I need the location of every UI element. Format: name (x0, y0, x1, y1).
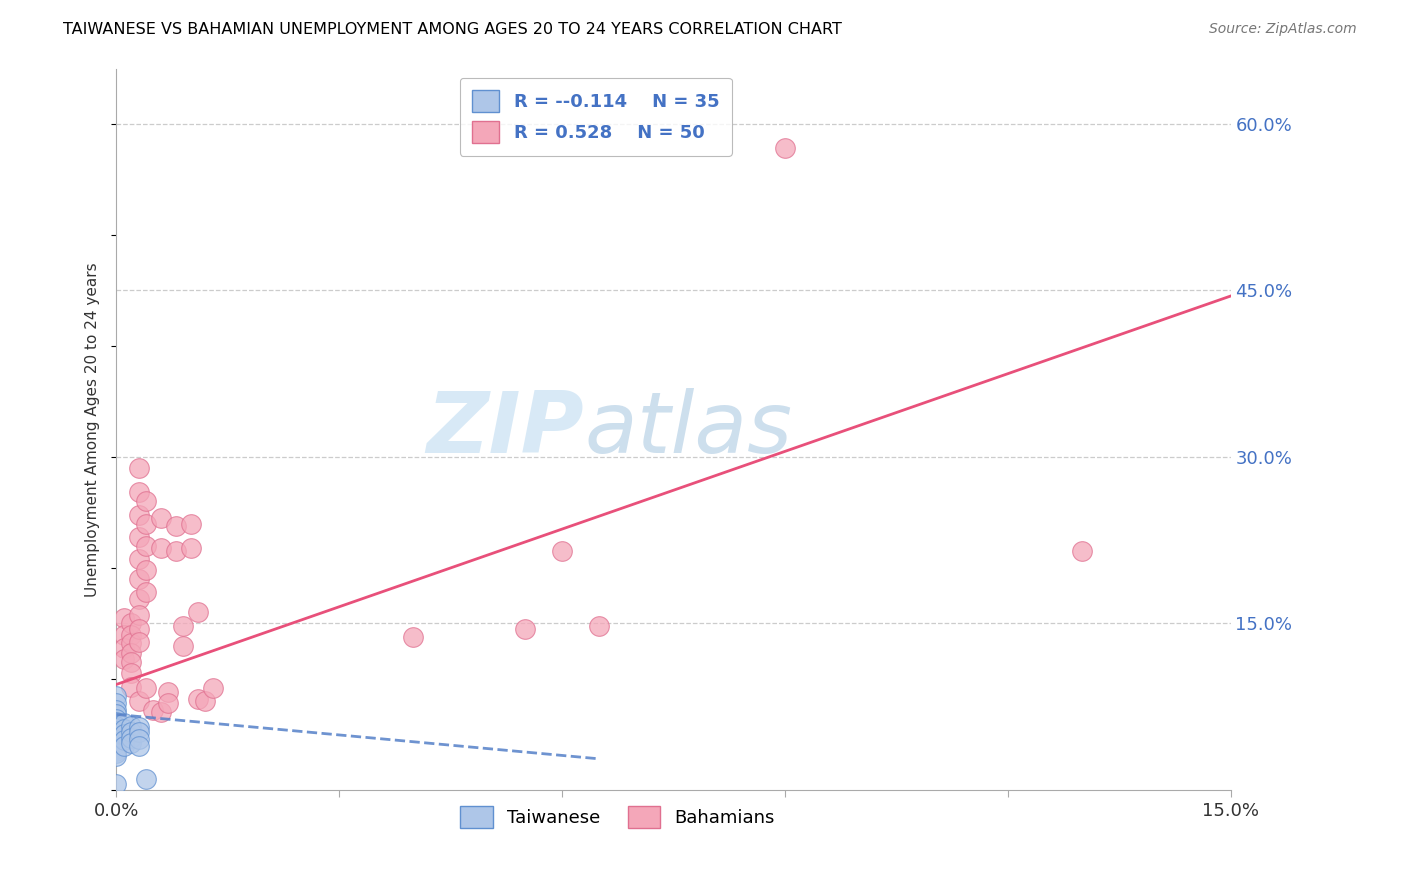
Point (172, 639, 194, 653)
Point (120, 731, 142, 745)
Point (120, 725, 142, 739)
Point (172, 618, 194, 632)
Point (165, 518, 187, 533)
Point (105, 739, 128, 754)
Point (149, 511, 172, 525)
Point (201, 681, 224, 695)
Point (105, 715, 128, 730)
Point (105, 721, 128, 735)
Point (120, 736, 142, 750)
Point (105, 689, 128, 703)
Point (105, 718, 128, 732)
Point (180, 516, 202, 531)
Point (120, 647, 142, 661)
Legend: Taiwanese, Bahamians: Taiwanese, Bahamians (453, 798, 782, 835)
Point (120, 627, 142, 641)
Text: Source: ZipAtlas.com: Source: ZipAtlas.com (1209, 22, 1357, 37)
Point (105, 746, 128, 760)
Point (105, 777, 128, 791)
Point (105, 735, 128, 749)
Point (165, 544, 187, 558)
Point (128, 530, 150, 544)
Point (105, 707, 128, 722)
Point (105, 731, 128, 745)
Point (187, 692, 209, 706)
Text: atlas: atlas (585, 388, 793, 471)
Point (128, 607, 150, 622)
Point (105, 744, 128, 758)
Point (120, 718, 142, 732)
Point (112, 727, 135, 741)
Point (112, 733, 135, 747)
Text: ZIP: ZIP (426, 388, 585, 471)
Point (128, 635, 150, 649)
Point (112, 627, 135, 641)
Point (135, 772, 157, 786)
Point (128, 731, 150, 746)
Point (149, 705, 172, 719)
Point (135, 563, 157, 577)
Point (128, 572, 150, 586)
Point (135, 494, 157, 508)
Point (120, 680, 142, 694)
Point (128, 552, 150, 566)
Point (135, 539, 157, 553)
Point (128, 622, 150, 636)
Point (128, 461, 150, 475)
Point (402, 630, 425, 644)
Point (135, 585, 157, 599)
Point (128, 508, 150, 522)
Point (105, 729, 128, 743)
Point (112, 640, 135, 655)
Point (773, 141, 796, 155)
Point (135, 681, 157, 695)
Point (105, 726, 128, 740)
Point (128, 720, 150, 734)
Point (105, 738, 128, 752)
Point (128, 485, 150, 500)
Point (120, 616, 142, 631)
Point (157, 697, 180, 711)
Point (128, 725, 150, 739)
Point (105, 724, 128, 739)
Point (112, 739, 135, 753)
Point (128, 739, 150, 753)
Point (1071, 544, 1094, 558)
Point (105, 748, 128, 763)
Point (149, 541, 172, 555)
Point (105, 742, 128, 756)
Point (120, 636, 142, 650)
Point (105, 697, 128, 711)
Point (120, 655, 142, 669)
Point (112, 722, 135, 736)
Point (112, 652, 135, 666)
Y-axis label: Unemployment Among Ages 20 to 24 years: Unemployment Among Ages 20 to 24 years (86, 262, 100, 597)
Point (551, 544, 574, 558)
Point (157, 685, 180, 699)
Text: TAIWANESE VS BAHAMIAN UNEMPLOYMENT AMONG AGES 20 TO 24 YEARS CORRELATION CHART: TAIWANESE VS BAHAMIAN UNEMPLOYMENT AMONG… (63, 22, 842, 37)
Point (180, 541, 202, 555)
Point (513, 622, 536, 636)
Point (142, 703, 165, 717)
Point (105, 733, 128, 747)
Point (105, 703, 128, 717)
Point (112, 611, 135, 625)
Point (105, 712, 128, 726)
Point (128, 592, 150, 607)
Point (112, 716, 135, 731)
Point (135, 516, 157, 531)
Point (128, 694, 150, 708)
Point (588, 618, 610, 632)
Point (194, 694, 217, 708)
Point (120, 666, 142, 681)
Point (187, 605, 209, 619)
